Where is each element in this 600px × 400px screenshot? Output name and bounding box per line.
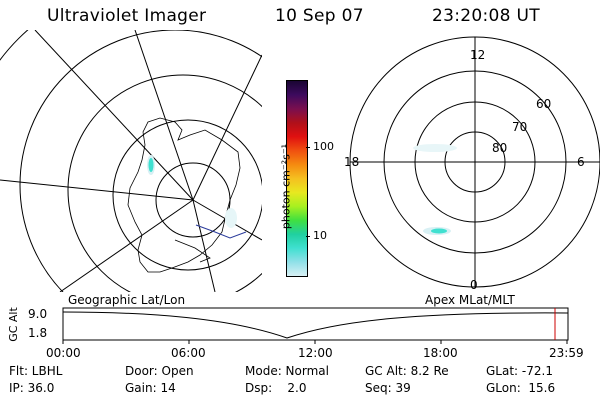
colorbar-tick-100 [306, 147, 310, 148]
intensity-colorbar [286, 80, 308, 277]
colorbar-tick-10 [306, 236, 310, 237]
status-ip: IP: 36.0 [9, 381, 55, 395]
geo-lon-line [59, 199, 194, 292]
mlt-label-0: 0 [470, 278, 478, 292]
instrument-title: Ultraviolet Imager [47, 6, 207, 26]
left-map-caption: Geographic Lat/Lon [68, 293, 186, 307]
status-gc-alt: GC Alt: 8.2 Re [365, 364, 449, 378]
status-gain: Gain: 14 [125, 381, 176, 395]
geo-lat-circle [67, 74, 262, 292]
orbit-y-tick-low: 1.8 [28, 326, 48, 340]
mlat-label-60: 60 [536, 97, 552, 111]
mlat-label-80: 80 [492, 141, 508, 155]
orbit-x-tick-2359: 23:59 [549, 346, 584, 360]
mlat-label-70: 70 [512, 120, 528, 134]
colorbar-label-100: 100 [313, 140, 334, 153]
orbit-x-tick-0600: 06:00 [171, 346, 206, 360]
apex-aurora-faint [413, 144, 457, 152]
status-glon: GLon: 15.6 [486, 381, 556, 395]
aurora-spot-inner [148, 158, 154, 172]
status-seq: Seq: 39 [365, 381, 411, 395]
geo-lat-circle [112, 119, 262, 271]
altitude-curve [62, 311, 569, 339]
aurora-faint-spot [225, 208, 237, 228]
observation-date: 10 Sep 07 [275, 6, 364, 26]
geo-lon-line [134, 30, 194, 201]
orbit-x-tick-1800: 18:00 [423, 346, 458, 360]
mlt-label-18: 18 [344, 155, 360, 169]
coastline-antarctica [127, 117, 241, 273]
coastline-detail [174, 239, 211, 263]
status-door: Door: Open [125, 364, 194, 378]
geo-lat-circle [19, 30, 262, 292]
mlt-label-12: 12 [470, 48, 486, 62]
mlt-line-overlay [195, 224, 247, 239]
geo-lon-line [192, 199, 216, 292]
orbit-x-tick-0000: 00:00 [46, 346, 81, 360]
colorbar-label-10: 10 [313, 229, 327, 242]
orbit-x-tick-1200: 12:00 [298, 346, 333, 360]
status-filter: Flt: LBHL [9, 364, 63, 378]
right-map-caption: Apex MLat/MLT [425, 293, 515, 307]
geo-lon-line [34, 30, 194, 201]
geo-lon-line [192, 54, 262, 201]
orbit-y-tick-high: 9.0 [28, 307, 48, 321]
apex-polar-grid [349, 36, 600, 288]
geo-lon-line [0, 179, 194, 201]
orbit-plot-frame [62, 307, 569, 341]
status-mode: Mode: Normal [245, 364, 329, 378]
mlt-label-6: 6 [577, 155, 585, 169]
status-glat: GLat: -72.1 [486, 364, 553, 378]
orbit-y-title: GC Alt [6, 307, 20, 342]
observation-time: 23:20:08 UT [432, 6, 540, 26]
apex-aurora-inner [431, 228, 447, 234]
status-dsp: Dsp: 2.0 [245, 381, 307, 395]
